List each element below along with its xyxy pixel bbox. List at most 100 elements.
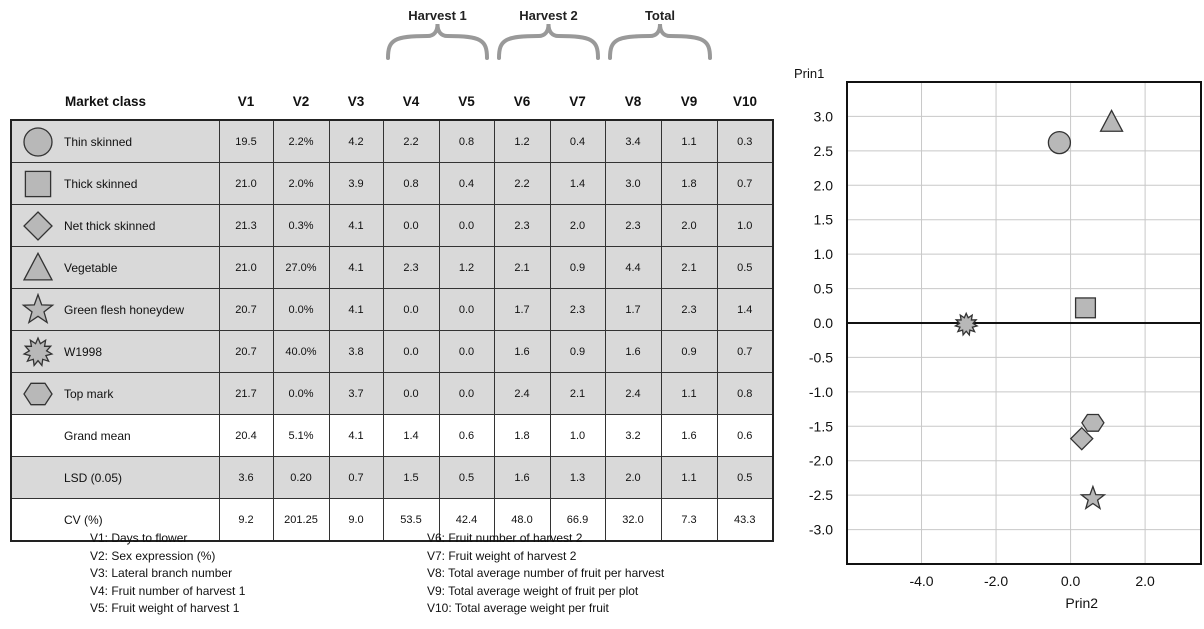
column-header-v7: V7 [569, 93, 586, 109]
table-cell: 43.3 [716, 498, 774, 542]
table-row: LSD (0.05) 3.6 0.20 0.7 1.5 0.5 1.6 1.3 2.0 1.1 0.… [10, 456, 774, 499]
y-tick-label: 0.0 [814, 315, 834, 331]
market-class-table: Market class V1 V2 V3 V4 V5 V6 V7 V8 V9 V10 Thin s… [10, 83, 774, 542]
table-cell: 4.1 [328, 414, 384, 457]
legend-item: V9: Total average weight of fruit per pl… [427, 583, 639, 598]
table-cell: 1.2 [493, 119, 551, 163]
table-cell: 19.5 [218, 119, 274, 163]
table-cell: 0.0 [438, 330, 495, 373]
market-class-label: LSD (0.05) [64, 470, 123, 485]
table-cell: 42.4 [438, 498, 495, 542]
table-cell: 5.1% [272, 414, 330, 457]
market-class-cell: CV (%) [10, 498, 220, 542]
table-cell: 0.6 [716, 414, 774, 457]
group-header-label: Harvest 2 [519, 8, 578, 23]
table-cell: 2.3 [604, 204, 662, 247]
table-row: Thin skinned 19.5 2.2% 4.2 2.2 0.8 1.2 0.4 3.4 1.… [10, 119, 774, 163]
column-header-v8: V8 [624, 93, 642, 109]
table-cell: 0.5 [438, 456, 495, 499]
burst-icon [22, 335, 54, 367]
triangle-icon-shape [22, 251, 54, 281]
table-cell: 20.7 [218, 330, 274, 373]
table-cell: 0.5 [716, 456, 774, 499]
x-tick-label: -2.0 [984, 573, 1008, 589]
table-cell: 2.2 [382, 119, 440, 163]
table-row: Vegetable 21.0 27.0% 4.1 2.3 1.2 2.1 0.9 4.4 2.1 0… [10, 246, 774, 289]
table-cell: 2.4 [493, 372, 551, 415]
table-cell: 9.2 [218, 498, 274, 542]
y-tick-label: 2.0 [814, 177, 834, 193]
table-header-row: Market class V1 V2 V3 V4 V5 V6 V7 V8 V9 V10 [11, 83, 773, 120]
table-cell: 1.1 [660, 119, 718, 163]
group-header-label: Harvest 1 [408, 8, 467, 23]
table-cell: 53.5 [382, 498, 440, 542]
table-cell: 1.2 [438, 246, 495, 289]
market-class-label: W1998 [64, 344, 103, 359]
market-class-label: Grand mean [64, 428, 131, 443]
circle-icon [23, 126, 53, 157]
x-tick-label: 0.0 [1061, 573, 1081, 589]
table-cell: 2.3 [549, 288, 606, 331]
table-cell: 2.0 [604, 456, 662, 499]
table-cell: 3.4 [604, 119, 662, 163]
diamond-icon [23, 210, 53, 241]
table-cell: 20.4 [218, 414, 274, 457]
table-cell: 2.3 [382, 246, 440, 289]
table-cell: 4.4 [604, 246, 662, 289]
y-tick-label: 1.0 [814, 246, 834, 262]
table-row: Top mark 21.7 0.0% 3.7 0.0 0.0 2.4 2.1 2.4 1.1 0.8 [10, 372, 774, 415]
table-cell: 9.0 [328, 498, 384, 542]
y-tick-label: 0.5 [814, 281, 834, 297]
circle-icon-shape [23, 126, 53, 157]
legend-item: V5: Fruit weight of harvest 1 [90, 601, 240, 615]
table-cell: 2.1 [660, 246, 718, 289]
table-cell: 2.0 [549, 204, 606, 247]
table-cell: 0.20 [272, 456, 330, 499]
table-cell: 0.9 [549, 246, 606, 289]
table-cell: 0.7 [716, 330, 774, 373]
column-header-v5: V5 [458, 93, 475, 109]
table-cell: 0.0% [272, 372, 330, 415]
table-cell: 2.0% [272, 162, 330, 205]
table-cell: 1.0 [716, 204, 774, 247]
table-cell: 4.2 [328, 119, 384, 163]
market-class-cell: Grand mean [10, 414, 220, 457]
table-cell: 2.3 [660, 288, 718, 331]
market-class-label: Thin skinned [64, 134, 133, 149]
burst-icon-shape [22, 335, 54, 367]
variable-legend-right: V6: Fruit number of harvest 2 V7: Fruit w… [427, 530, 664, 618]
table-cell: 1.8 [493, 414, 551, 457]
table-cell: 1.6 [660, 414, 718, 457]
market-class-label: Net thick skinned [64, 218, 156, 233]
table-cell: 1.3 [549, 456, 606, 499]
hexagon-icon-shape [23, 382, 53, 405]
hexagon-icon [23, 382, 53, 405]
table-row: Net thick skinned 21.3 0.3% 4.1 0.0 0.0 2.3 2.0… [10, 204, 774, 247]
table-cell: 21.3 [218, 204, 274, 247]
triangle-icon [22, 251, 54, 281]
y-tick-label: -2.5 [809, 487, 833, 503]
data-point-circle [1047, 130, 1072, 155]
table-cell: 0.0 [382, 288, 440, 331]
table-cell: 3.0 [604, 162, 662, 205]
market-class-label: CV (%) [64, 512, 103, 527]
y-tick-label: 3.0 [814, 108, 834, 124]
pca-scatter-plot: 3.0 2.5 2.0 1.5 1.0 0.5 0.0 -0.5 -1.0 -1.5 -2.0 -2.… [794, 66, 1202, 611]
table-cell: 0.7 [328, 456, 384, 499]
table-cell: 2.1 [549, 372, 606, 415]
market-class-cell: LSD (0.05) [10, 456, 220, 499]
table-cell: 4.1 [328, 246, 384, 289]
table-cell: 2.3 [493, 204, 551, 247]
table-cell: 4.1 [328, 288, 384, 331]
table-cell: 0.8 [438, 119, 495, 163]
table-cell: 2.2 [493, 162, 551, 205]
table-cell: 0.4 [438, 162, 495, 205]
variable-legend-left: V1: Days to flower V2: Sex expression (%)… [90, 530, 245, 618]
market-class-label: Green flesh honeydew [64, 302, 185, 317]
table-cell: 0.3 [716, 119, 774, 163]
table-cell: 0.0 [382, 330, 440, 373]
table-cell: 1.7 [493, 288, 551, 331]
market-class-cell: Thick skinned [10, 162, 220, 205]
table-cell: 1.1 [660, 372, 718, 415]
table-cell: 1.4 [549, 162, 606, 205]
